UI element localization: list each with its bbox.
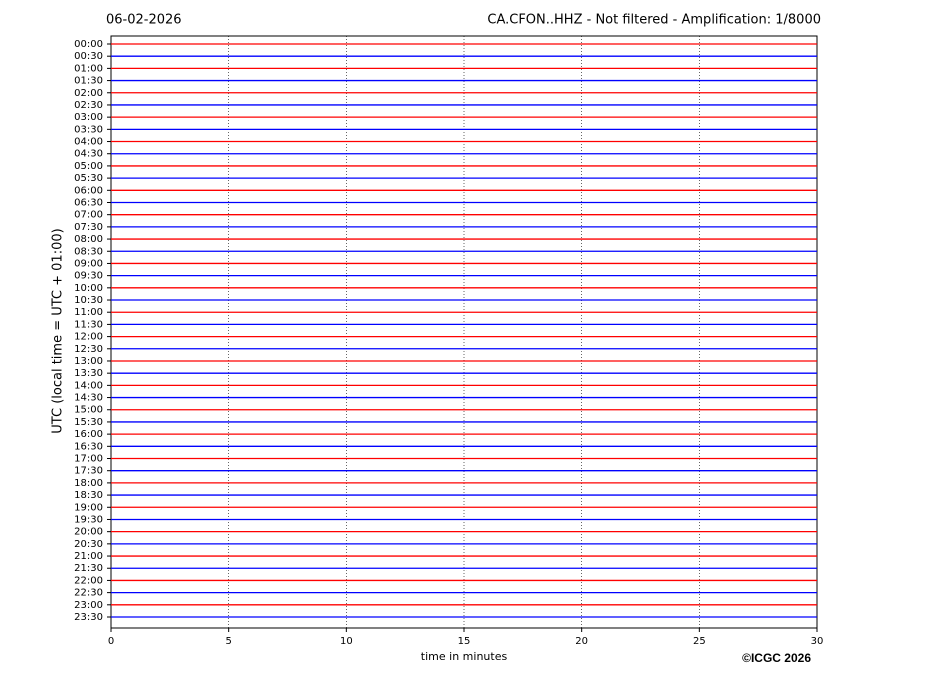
- y-tick-label: 08:00: [74, 234, 103, 245]
- y-tick-label: 00:30: [74, 51, 103, 62]
- y-tick-label: 18:30: [74, 490, 103, 501]
- y-tick-label: 08:30: [74, 246, 103, 257]
- y-tick-label: 17:00: [74, 454, 103, 465]
- y-tick-label: 12:00: [74, 332, 103, 343]
- y-tick-label: 21:30: [74, 563, 103, 574]
- y-tick-label: 12:30: [74, 344, 103, 355]
- y-tick-label: 05:30: [74, 173, 103, 184]
- date-title: 06-02-2026: [106, 13, 182, 28]
- y-tick-label: 20:00: [74, 527, 103, 538]
- y-tick-label: 15:00: [74, 405, 103, 416]
- y-tick-label: 23:30: [74, 612, 103, 623]
- y-axis-label: UTC (local time = UTC + 01:00): [51, 228, 66, 433]
- y-tick-label: 19:00: [74, 502, 103, 513]
- x-tick-label: 5: [225, 636, 231, 647]
- x-axis-label: time in minutes: [421, 650, 508, 663]
- station-title: CA.CFON..HHZ - Not filtered - Amplificat…: [487, 13, 821, 28]
- y-tick-label: 11:00: [74, 307, 103, 318]
- y-tick-label: 19:30: [74, 514, 103, 525]
- y-tick-label: 13:30: [74, 368, 103, 379]
- y-tick-label: 01:30: [74, 76, 103, 87]
- y-tick-label: 14:00: [74, 380, 103, 391]
- y-tick-label: 14:30: [74, 393, 103, 404]
- y-tick-label: 04:30: [74, 149, 103, 160]
- y-tick-label: 09:00: [74, 258, 103, 269]
- plot-frame: [110, 35, 818, 629]
- y-tick-label: 18:00: [74, 478, 103, 489]
- y-tick-label: 22:30: [74, 588, 103, 599]
- y-tick-label: 09:30: [74, 271, 103, 282]
- y-tick-label: 11:30: [74, 319, 103, 330]
- y-tick-label: 10:00: [74, 283, 103, 294]
- y-tick-label: 05:00: [74, 161, 103, 172]
- x-tick-label: 30: [811, 636, 824, 647]
- y-tick-label: 20:30: [74, 539, 103, 550]
- copyright: ©ICGC 2026: [742, 651, 811, 665]
- y-tick-label: 04:00: [74, 137, 103, 148]
- x-tick-label: 10: [340, 636, 353, 647]
- y-tick-label: 23:00: [74, 600, 103, 611]
- x-tick-label: 25: [693, 636, 706, 647]
- y-tick-label: 16:30: [74, 441, 103, 452]
- x-tick-label: 0: [108, 636, 114, 647]
- y-tick-label: 10:30: [74, 295, 103, 306]
- y-tick-label: 16:00: [74, 429, 103, 440]
- y-tick-label: 21:00: [74, 551, 103, 562]
- y-tick-label: 07:30: [74, 222, 103, 233]
- y-tick-label: 03:30: [74, 124, 103, 135]
- y-tick-label: 03:00: [74, 112, 103, 123]
- y-tick-label: 02:30: [74, 100, 103, 111]
- y-tick-label: 07:00: [74, 210, 103, 221]
- y-tick-label: 22:00: [74, 575, 103, 586]
- x-tick-label: 15: [458, 636, 471, 647]
- y-tick-label: 00:00: [74, 39, 103, 50]
- y-tick-label: 15:30: [74, 417, 103, 428]
- y-tick-label: 06:30: [74, 197, 103, 208]
- y-tick-label: 02:00: [74, 88, 103, 99]
- y-tick-label: 06:00: [74, 185, 103, 196]
- y-tick-label: 17:30: [74, 466, 103, 477]
- y-tick-label: 13:00: [74, 356, 103, 367]
- x-tick-label: 20: [575, 636, 588, 647]
- y-tick-label: 01:00: [74, 63, 103, 74]
